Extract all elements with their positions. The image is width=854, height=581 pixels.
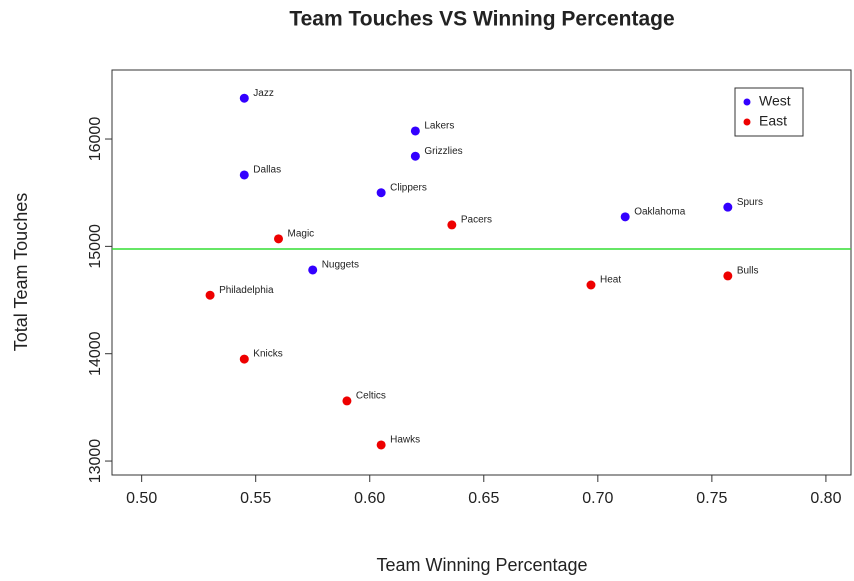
plot-frame [111,69,852,476]
point-label: Dallas [253,165,281,176]
point-label: Pacers [461,215,492,226]
point-label: Spurs [737,197,763,208]
point [410,126,420,136]
point-label: Philadelphia [219,285,274,296]
x-tick-label: 0.55 [240,490,271,507]
point [274,234,284,244]
point [620,212,630,222]
point [410,151,420,161]
point [342,396,352,406]
x-tick-label: 0.70 [582,490,613,507]
point-label: Celtics [356,391,386,402]
point-label: Knicks [253,349,282,360]
legend-box [734,87,804,137]
point-label: Hawks [390,435,420,446]
x-tick-label: 0.75 [696,490,727,507]
point-label: Magic [288,228,315,239]
x-tick-label: 0.60 [354,490,385,507]
point-label: Oaklahoma [634,206,686,217]
point-label: Nuggets [322,260,359,271]
y-axis-label: Total Team Touches [11,193,31,351]
y-tick-label: 15000 [87,224,104,269]
point [239,354,249,364]
x-tick-label: 0.65 [468,490,499,507]
point-label: Jazz [253,88,274,99]
legend-marker [743,118,751,126]
point [239,93,249,103]
point [376,188,386,198]
chart-title: Team Touches VS Winning Percentage [289,8,674,31]
point [723,202,733,212]
x-axis-label: Team Winning Percentage [376,555,587,575]
x-tick-label: 0.50 [126,490,157,507]
point-label: Grizzlies [424,146,462,157]
point-label: Bulls [737,266,759,277]
point [447,220,457,230]
y-tick-label: 14000 [87,331,104,376]
legend-label: East [759,113,787,129]
x-tick-label: 0.80 [810,490,841,507]
point [205,290,215,300]
point [308,265,318,275]
y-tick-label: 13000 [87,439,104,484]
legend-marker [743,98,751,106]
point [586,280,596,290]
y-tick-label: 16000 [87,117,104,162]
point [376,440,386,450]
point [723,271,733,281]
point-label: Lakers [424,121,454,132]
legend-label: West [759,93,791,109]
point-label: Heat [600,275,621,286]
point-label: Clippers [390,182,427,193]
point [239,170,249,180]
